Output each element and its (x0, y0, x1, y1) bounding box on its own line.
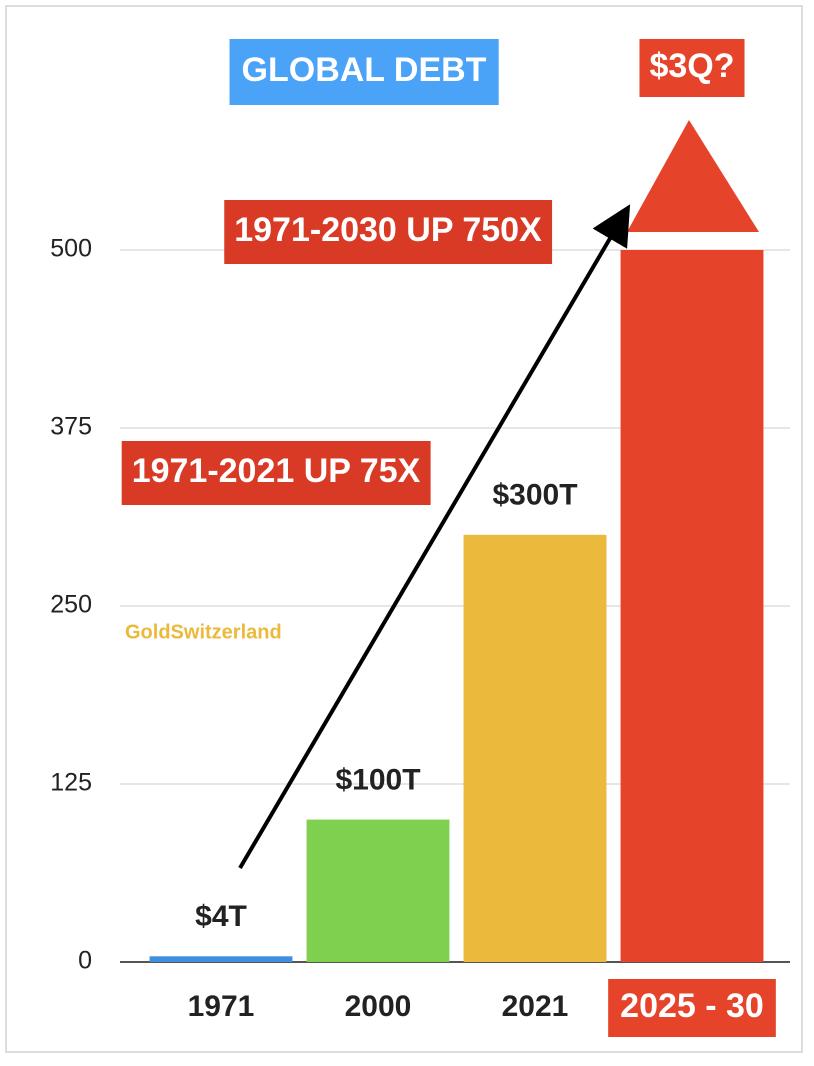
annotation: 1971-2030 UP 750X (234, 211, 542, 249)
trend-arrow (238, 204, 631, 870)
annotation-box (121, 441, 431, 505)
y-tick-label: 375 (50, 413, 92, 441)
value-label-box (639, 39, 745, 97)
bar (463, 534, 607, 962)
y-tick-label: 125 (50, 769, 92, 797)
bar (306, 819, 450, 962)
annotation-group: 1971-2030 UP 750X (224, 200, 553, 264)
annotation: 1971-2021 UP 75X (132, 452, 421, 490)
y-tick-label: 250 (50, 591, 92, 619)
source-label: GoldSwitzerland (125, 621, 282, 643)
x-tick-label: 2000 (345, 990, 412, 1023)
chart-title: GLOBAL DEBT (242, 51, 487, 89)
annotation-group: 1971-2021 UP 75X (121, 441, 431, 505)
bar (149, 956, 293, 962)
off-scale-arrow (627, 120, 759, 232)
chart-title-group: GLOBAL DEBT (229, 39, 499, 105)
x-tick-label: 2025 - 30 (620, 987, 764, 1025)
annotation-box (224, 200, 553, 264)
x-tick-label: 2021 (502, 990, 569, 1023)
value-label-group: $3Q? (639, 39, 745, 97)
value-label: $4T (195, 900, 247, 933)
chart-title-box (229, 39, 499, 105)
bar (620, 250, 764, 962)
y-tick-label: 500 (50, 235, 92, 263)
x-tick-label: 1971 (188, 990, 255, 1023)
x-tick-label-group: 2025 - 30 (608, 979, 776, 1037)
value-label: $300T (492, 479, 577, 512)
value-label: $3Q? (649, 47, 734, 85)
x-tick-label-box (608, 979, 776, 1037)
value-label: $100T (335, 764, 420, 797)
y-tick-label: 0 (78, 947, 92, 975)
